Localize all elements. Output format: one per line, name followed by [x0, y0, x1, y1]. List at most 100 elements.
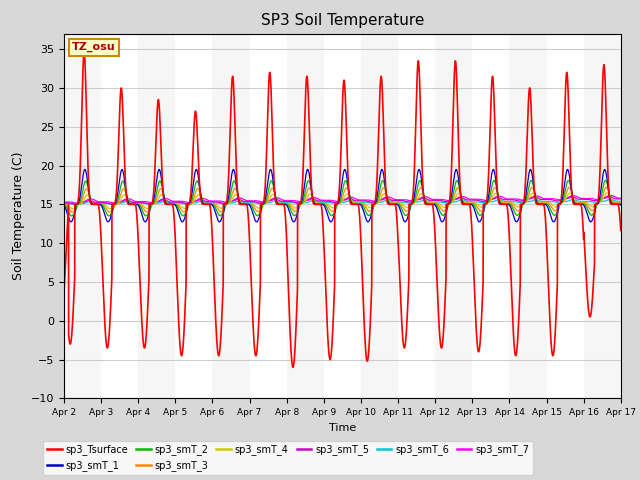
- sp3_Tsurface: [60, 291, 68, 297]
- sp3_smT_6: [161, 198, 168, 204]
- sp3_smT_2: [161, 194, 168, 200]
- sp3_smT_3: [617, 200, 625, 206]
- sp3_smT_3: [602, 184, 610, 190]
- sp3_smT_5: [499, 196, 507, 202]
- sp3_Tsurface: [322, 289, 330, 295]
- sp3_smT_4: [70, 206, 77, 212]
- Bar: [287, 34, 324, 398]
- sp3_smT_2: [68, 213, 76, 219]
- sp3_Tsurface: [80, 50, 88, 56]
- sp3_smT_2: [467, 201, 475, 207]
- sp3_Tsurface: [617, 228, 625, 233]
- sp3_smT_6: [616, 198, 624, 204]
- sp3_smT_6: [436, 199, 444, 205]
- sp3_smT_3: [499, 200, 507, 206]
- Line: sp3_smT_2: sp3_smT_2: [64, 180, 621, 216]
- Line: sp3_smT_1: sp3_smT_1: [64, 169, 621, 222]
- Bar: [584, 34, 621, 398]
- sp3_smT_1: [468, 202, 476, 207]
- sp3_smT_6: [322, 200, 330, 205]
- sp3_Tsurface: [161, 198, 168, 204]
- sp3_smT_2: [322, 203, 330, 209]
- sp3_smT_1: [617, 202, 625, 208]
- Line: sp3_smT_6: sp3_smT_6: [64, 199, 621, 204]
- sp3_smT_5: [616, 196, 624, 202]
- sp3_smT_6: [60, 201, 68, 206]
- sp3_smT_1: [436, 217, 444, 223]
- X-axis label: Time: Time: [329, 423, 356, 432]
- sp3_smT_6: [606, 196, 614, 202]
- sp3_smT_2: [436, 210, 444, 216]
- sp3_smT_7: [436, 196, 444, 202]
- sp3_smT_2: [617, 201, 625, 206]
- sp3_smT_7: [161, 196, 168, 202]
- sp3_smT_7: [499, 194, 507, 200]
- Legend: sp3_Tsurface, sp3_smT_1, sp3_smT_2, sp3_smT_3, sp3_smT_4, sp3_smT_5, sp3_smT_6, : sp3_Tsurface, sp3_smT_1, sp3_smT_2, sp3_…: [44, 441, 533, 475]
- sp3_smT_4: [499, 200, 507, 205]
- sp3_smT_1: [616, 202, 624, 208]
- Bar: [435, 34, 472, 398]
- sp3_smT_5: [605, 193, 612, 199]
- sp3_smT_7: [467, 196, 475, 202]
- sp3_Tsurface: [499, 202, 507, 207]
- sp3_Tsurface: [616, 220, 624, 226]
- Line: sp3_smT_3: sp3_smT_3: [64, 187, 621, 212]
- sp3_smT_1: [81, 167, 89, 172]
- sp3_smT_6: [499, 198, 507, 204]
- sp3_smT_6: [467, 199, 475, 205]
- sp3_smT_5: [161, 196, 168, 202]
- Title: SP3 Soil Temperature: SP3 Soil Temperature: [260, 13, 424, 28]
- sp3_smT_3: [60, 202, 68, 207]
- sp3_smT_7: [322, 197, 330, 203]
- sp3_smT_3: [161, 194, 168, 200]
- sp3_smT_3: [467, 200, 475, 206]
- sp3_Tsurface: [436, 342, 444, 348]
- sp3_smT_4: [616, 199, 624, 205]
- sp3_smT_4: [467, 200, 475, 205]
- sp3_smT_5: [467, 197, 475, 203]
- sp3_smT_1: [67, 219, 75, 225]
- sp3_smT_4: [60, 202, 68, 207]
- sp3_smT_5: [71, 202, 79, 207]
- sp3_smT_4: [436, 202, 444, 208]
- Line: sp3_Tsurface: sp3_Tsurface: [64, 53, 621, 367]
- sp3_smT_1: [499, 202, 507, 207]
- sp3_Tsurface: [468, 218, 476, 224]
- sp3_smT_4: [617, 199, 625, 205]
- sp3_smT_3: [616, 200, 624, 206]
- sp3_smT_1: [60, 203, 68, 208]
- sp3_smT_1: [161, 195, 168, 201]
- Bar: [212, 34, 250, 398]
- Bar: [64, 34, 101, 398]
- sp3_smT_7: [617, 195, 625, 201]
- sp3_smT_2: [499, 201, 507, 206]
- Line: sp3_smT_5: sp3_smT_5: [64, 196, 621, 204]
- sp3_smT_5: [322, 198, 330, 204]
- sp3_smT_3: [68, 209, 76, 215]
- sp3_smT_7: [616, 195, 624, 201]
- sp3_smT_3: [322, 201, 330, 207]
- Bar: [361, 34, 398, 398]
- sp3_smT_6: [72, 202, 80, 207]
- sp3_smT_5: [617, 196, 625, 202]
- Line: sp3_smT_4: sp3_smT_4: [64, 193, 621, 209]
- sp3_smT_3: [436, 205, 444, 211]
- sp3_smT_4: [603, 190, 611, 196]
- sp3_smT_2: [602, 178, 609, 183]
- Line: sp3_smT_7: sp3_smT_7: [64, 195, 621, 204]
- sp3_smT_5: [436, 198, 444, 204]
- sp3_smT_7: [608, 192, 616, 198]
- sp3_smT_7: [74, 201, 82, 206]
- Bar: [138, 34, 175, 398]
- Text: TZ_osu: TZ_osu: [72, 42, 116, 52]
- sp3_smT_2: [616, 201, 624, 206]
- sp3_smT_7: [60, 199, 68, 205]
- Y-axis label: Soil Temperature (C): Soil Temperature (C): [12, 152, 26, 280]
- sp3_smT_2: [60, 202, 68, 207]
- sp3_smT_4: [161, 195, 168, 201]
- sp3_smT_1: [322, 206, 330, 212]
- sp3_smT_5: [60, 200, 68, 206]
- sp3_Tsurface: [289, 364, 297, 370]
- Bar: [509, 34, 547, 398]
- sp3_smT_4: [322, 201, 330, 206]
